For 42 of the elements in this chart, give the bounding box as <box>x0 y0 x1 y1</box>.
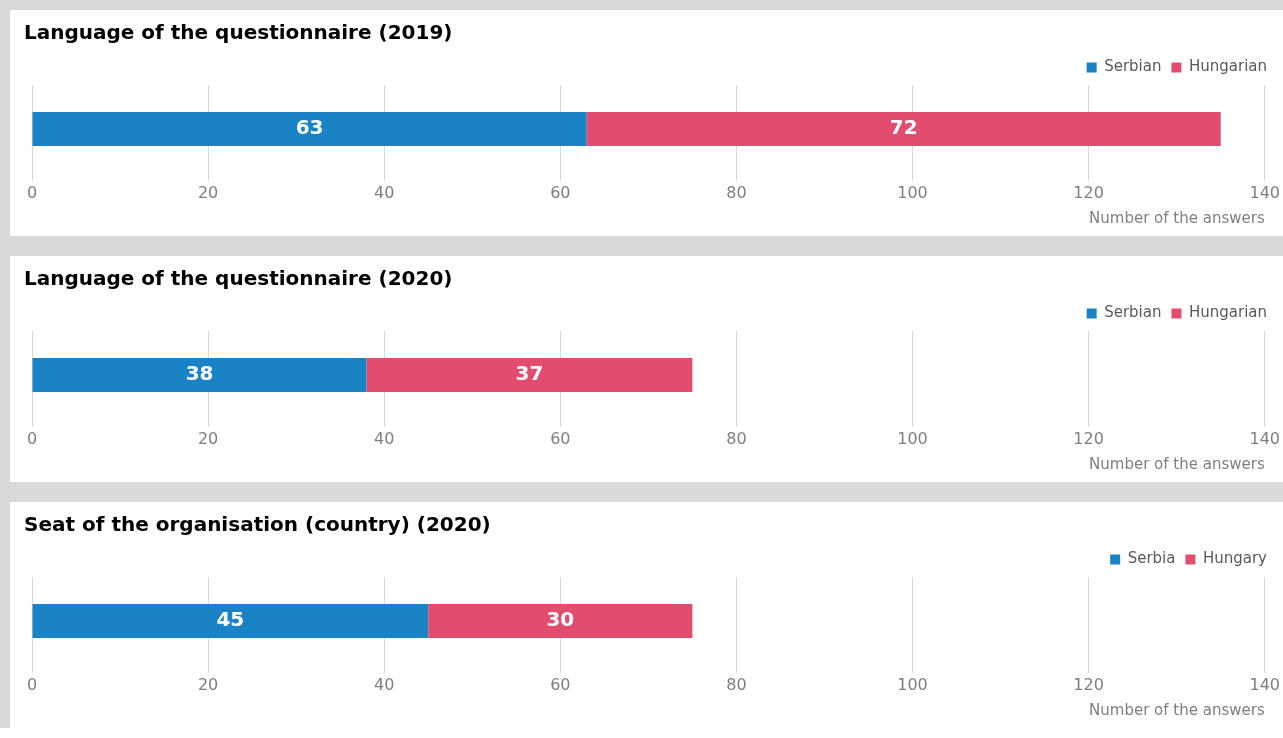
x-axis-title: Number of the answers <box>1089 208 1265 227</box>
x-tick-label: 20 <box>197 428 219 448</box>
data-label: 63 <box>295 115 324 140</box>
legend-label: Serbian <box>1104 57 1162 76</box>
x-tick-label: 120 <box>1073 182 1104 202</box>
x-tick-label: 80 <box>726 674 747 694</box>
x-tick-label: 80 <box>726 182 747 202</box>
x-axis-title: Number of the answers <box>1089 700 1265 719</box>
x-tick-label: 40 <box>374 674 395 694</box>
data-label: 45 <box>216 607 245 632</box>
data-label: 37 <box>515 361 544 386</box>
x-tick-label: 40 <box>374 428 395 448</box>
data-label: 38 <box>185 361 214 386</box>
x-tick-label: 60 <box>550 674 571 694</box>
x-tick-label: 100 <box>897 428 928 448</box>
x-tick-label: 120 <box>1073 674 1104 694</box>
x-tick-label: 0 <box>26 674 38 694</box>
legend-label: Hungarian <box>1188 57 1268 76</box>
x-tick-label: 100 <box>897 182 928 202</box>
x-tick-label: 60 <box>550 182 571 202</box>
chart-title: Language of the questionnaire (2020) <box>24 266 453 291</box>
x-tick-label: 0 <box>26 182 38 202</box>
x-tick-label: 60 <box>550 428 571 448</box>
x-tick-label: 20 <box>197 674 219 694</box>
x-tick-label: 0 <box>26 428 38 448</box>
x-tick-label: 40 <box>374 182 395 202</box>
x-tick-label: 80 <box>726 428 747 448</box>
x-tick-label: 100 <box>897 674 928 694</box>
chart-title: Language of the questionnaire (2019) <box>24 20 453 45</box>
chart-title: Seat of the organisation (country) (2020) <box>24 512 491 537</box>
data-label: 30 <box>546 607 575 632</box>
data-label: 72 <box>889 115 918 140</box>
legend-label: Serbian <box>1104 303 1162 322</box>
legend-label: Hungarian <box>1188 303 1268 322</box>
x-tick-label: 140 <box>1249 182 1280 202</box>
x-tick-label: 140 <box>1249 674 1280 694</box>
x-tick-label: 20 <box>197 182 219 202</box>
x-axis-title: Number of the answers <box>1089 454 1265 473</box>
legend-label: Serbia <box>1127 549 1176 568</box>
x-tick-label: 120 <box>1073 428 1104 448</box>
x-tick-label: 140 <box>1249 428 1280 448</box>
legend-label: Hungary <box>1202 549 1268 568</box>
